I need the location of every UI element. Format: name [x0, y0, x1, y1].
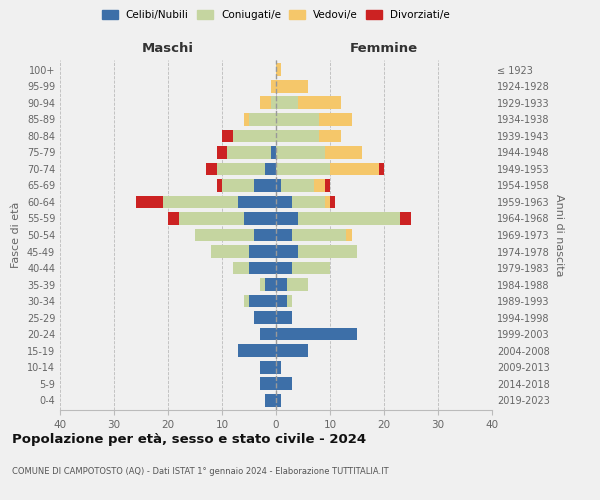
Bar	[346, 228, 352, 241]
Bar	[244, 294, 249, 308]
Bar	[254, 228, 276, 241]
Bar	[271, 96, 276, 110]
Bar	[400, 212, 411, 225]
Bar	[260, 377, 276, 390]
Bar	[298, 212, 400, 225]
Y-axis label: Anni di nascita: Anni di nascita	[554, 194, 563, 276]
Bar	[254, 311, 276, 324]
Bar	[233, 130, 276, 142]
Bar	[211, 245, 249, 258]
Bar	[276, 113, 319, 126]
Bar	[168, 212, 179, 225]
Bar	[287, 278, 308, 291]
Bar	[238, 196, 276, 208]
Text: COMUNE DI CAMPOTOSTO (AQ) - Dati ISTAT 1° gennaio 2024 - Elaborazione TUTTITALIA: COMUNE DI CAMPOTOSTO (AQ) - Dati ISTAT 1…	[12, 468, 389, 476]
Bar	[271, 80, 276, 93]
Bar	[276, 262, 292, 274]
Bar	[179, 212, 244, 225]
Bar	[319, 130, 341, 142]
Bar	[249, 262, 276, 274]
Bar	[233, 262, 249, 274]
Text: Maschi: Maschi	[142, 42, 194, 55]
Bar	[265, 394, 276, 406]
Bar	[276, 196, 292, 208]
Bar	[227, 146, 271, 159]
Bar	[136, 196, 163, 208]
Bar	[292, 228, 346, 241]
Bar	[276, 311, 292, 324]
Bar	[163, 196, 238, 208]
Bar	[276, 146, 325, 159]
Bar	[276, 377, 292, 390]
Bar	[260, 328, 276, 340]
Bar	[217, 179, 222, 192]
Bar	[265, 278, 276, 291]
Bar	[287, 294, 292, 308]
Bar	[276, 179, 281, 192]
Bar	[276, 344, 308, 357]
Bar	[276, 228, 292, 241]
Bar	[314, 179, 325, 192]
Bar	[276, 294, 287, 308]
Bar	[276, 278, 287, 291]
Bar	[276, 245, 298, 258]
Bar	[325, 196, 330, 208]
Bar	[276, 96, 298, 110]
Bar	[254, 179, 276, 192]
Bar	[276, 360, 281, 374]
Y-axis label: Fasce di età: Fasce di età	[11, 202, 21, 268]
Bar	[276, 64, 281, 76]
Bar	[292, 262, 330, 274]
Bar	[298, 96, 341, 110]
Bar	[260, 278, 265, 291]
Text: Femmine: Femmine	[350, 42, 418, 55]
Bar	[249, 294, 276, 308]
Bar	[249, 245, 276, 258]
Bar	[325, 146, 362, 159]
Bar	[217, 146, 227, 159]
Legend: Celibi/Nubili, Coniugati/e, Vedovi/e, Divorziati/e: Celibi/Nubili, Coniugati/e, Vedovi/e, Di…	[100, 8, 452, 22]
Bar	[276, 328, 357, 340]
Text: Popolazione per età, sesso e stato civile - 2024: Popolazione per età, sesso e stato civil…	[12, 432, 366, 446]
Bar	[244, 113, 249, 126]
Bar	[222, 179, 254, 192]
Bar	[276, 162, 330, 175]
Bar	[298, 245, 357, 258]
Bar	[244, 212, 276, 225]
Bar	[330, 196, 335, 208]
Bar	[292, 196, 325, 208]
Bar	[330, 162, 379, 175]
Bar	[276, 130, 319, 142]
Bar	[281, 179, 314, 192]
Bar	[276, 212, 298, 225]
Bar	[217, 162, 265, 175]
Bar	[276, 394, 281, 406]
Bar	[265, 162, 276, 175]
Bar	[222, 130, 233, 142]
Bar	[260, 360, 276, 374]
Bar	[260, 96, 271, 110]
Bar	[276, 80, 308, 93]
Bar	[206, 162, 217, 175]
Bar	[238, 344, 276, 357]
Bar	[249, 113, 276, 126]
Bar	[271, 146, 276, 159]
Bar	[195, 228, 254, 241]
Bar	[319, 113, 352, 126]
Bar	[379, 162, 384, 175]
Bar	[325, 179, 330, 192]
